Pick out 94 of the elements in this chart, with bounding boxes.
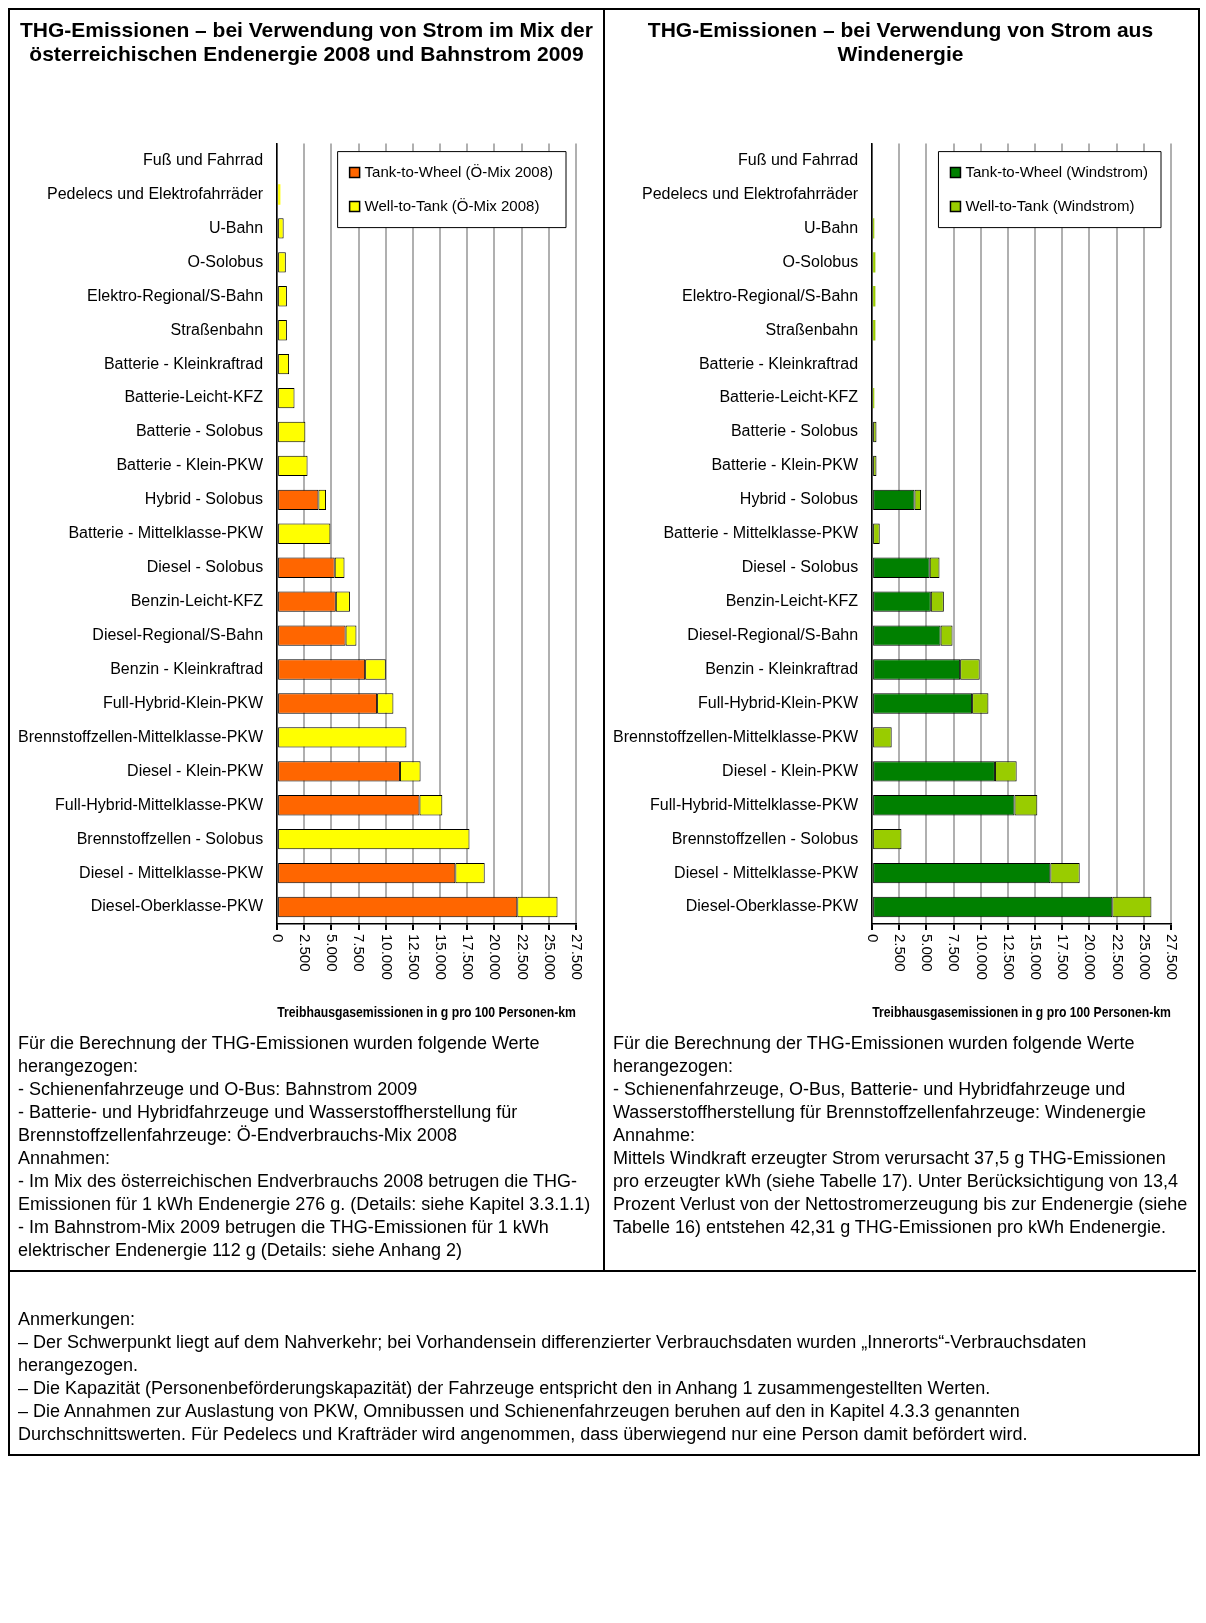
y-tick-label: Batterie - Kleinkraftrad: [103, 354, 264, 372]
text: - Im Mix des österreichischen Endverbrauchs 2008 betrugen die THG-Emissionen für 1 kWh Endenergie 276 g. (Details: siehe Kapitel 3.3.1.1): [18, 1170, 592, 1216]
x-tick-label: 7.500: [351, 934, 369, 972]
text: – Die Annahmen zur Auslastung von PKW, Omnibussen und Schienenfahrzeugen beruhen auf den in Kapitel 4.3.3 genannten Durchschnittswerten. Für Pedelecs und Krafträder wird angenommen, dass überwiegend nur eine Person damit befördert wird.: [18, 1400, 1029, 1446]
y-tick-label: Batterie-Leicht-KFZ: [124, 388, 264, 406]
y-tick-label: Elektro-Regional/S-Bahn: [682, 286, 859, 304]
text: Annahmen:: [18, 1147, 112, 1170]
x-tick-label: 2.500: [297, 934, 315, 972]
y-tick-label: Diesel - Klein-PKW: [127, 761, 265, 779]
chart-title: THG-Emissionen – bei Verwendung von Strom im Mix der österreichischen Endenergie 2008 und Bahnstrom 2009: [19, 17, 594, 67]
y-tick-label: O-Solobus: [187, 252, 264, 270]
y-tick-label: Diesel - Mittelklasse-PKW: [674, 863, 860, 881]
text: - Schienenfahrzeuge, O-Bus, Batterie- und Hybridfahrzeuge und Wasserstoffherstellung für Brennstoffzellenfahrzeuge: Windenergie: [613, 1078, 1147, 1124]
text: Mittels Windkraft erzeugter Strom verursacht 37,5 g THG-Emissionen pro erzeugter kWh (siehe Tabelle 17). Unter Berücksichtigung von 13,4 Prozent Verlust von der Nettostromerzeugung bis zur Endenergie (siehe Tabelle 16) entstehen 42,31 g THG-Emissionen pro kWh Endenergie.: [613, 1147, 1189, 1239]
legend-label: Well-to-Tank (Windstrom): [965, 196, 1135, 214]
y-tick-label: Benzin - Kleinkraftrad: [705, 659, 859, 677]
y-tick-label: Batterie - Klein-PKW: [116, 456, 265, 474]
y-tick-label: U-Bahn: [803, 218, 859, 236]
y-tick-label: U-Bahn: [208, 218, 264, 236]
text: Anmerkungen:: [18, 1308, 137, 1331]
x-tick-label: 7.500: [946, 934, 964, 972]
x-tick-label: 12.500: [1000, 934, 1018, 980]
y-tick-label: Straßenbahn: [765, 320, 859, 338]
text: - Schienenfahrzeuge und O-Bus: Bahnstrom 2009: [18, 1078, 419, 1101]
y-tick-label: Pedelecs und Elektrofahrräder: [642, 184, 859, 202]
x-tick-label: 0: [864, 934, 882, 943]
y-tick-label: Straßenbahn: [170, 320, 264, 338]
y-tick-label: Elektro-Regional/S-Bahn: [87, 286, 264, 304]
x-tick-label: 2.500: [892, 934, 910, 972]
y-tick-label: Brennstoffzellen - Solobus: [671, 829, 859, 847]
y-tick-label: Diesel - Solobus: [146, 558, 264, 576]
y-tick-label: Diesel-Regional/S-Bahn: [687, 626, 859, 643]
y-tick-label: Benzin - Kleinkraftrad: [110, 659, 264, 677]
x-tick-label: 5.000: [919, 934, 937, 972]
bar: [278, 184, 281, 205]
x-axis-title: Treibhausgasemissionen in g pro 100 Personen-km: [277, 1003, 576, 1021]
y-tick-label: Brennstoffzellen-Mittelklasse-PKW: [613, 727, 860, 745]
text: – Die Kapazität (Personenbeförderungskapazität) der Fahrzeuge entspricht den in Anhang 1 zusammengestellten Werten.: [18, 1377, 992, 1400]
y-tick-label: Batterie - Klein-PKW: [711, 456, 860, 474]
x-tick-label: 25.000: [541, 934, 559, 980]
x-tick-label: 10.000: [378, 934, 396, 980]
text: Annahme:: [613, 1124, 697, 1147]
x-tick-label: 15.000: [433, 934, 451, 980]
text: - Batterie- und Hybridfahrzeuge und Wasserstoffherstellung für Brennstoffzellenfahrzeuge: Ö-Endverbrauchs-Mix 2008: [18, 1101, 519, 1147]
y-tick-label: Benzin-Leicht-KFZ: [130, 592, 264, 610]
x-tick-label: 20.000: [487, 934, 505, 980]
y-tick-label: Diesel-Oberklasse-PKW: [685, 897, 860, 915]
x-tick-label: 12.500: [405, 934, 423, 980]
y-tick-label: Batterie - Mittelklasse-PKW: [68, 524, 265, 542]
text: - Im Bahnstrom-Mix 2009 betrugen die THG-Emissionen für 1 kWh elektrischer Endenergie 112 g (Details: siehe Anhang 2): [18, 1216, 550, 1262]
y-tick-label: Hybrid - Solobus: [144, 490, 264, 508]
x-tick-label: 15.000: [1028, 934, 1046, 980]
x-tick-label: 20.000: [1082, 934, 1100, 980]
y-tick-label: Batterie - Solobus: [730, 422, 859, 440]
x-tick-label: 17.500: [460, 934, 478, 980]
y-tick-label: Fuß und Fahrrad: [143, 150, 264, 168]
y-tick-label: Diesel - Solobus: [741, 558, 859, 576]
y-tick-label: Brennstoffzellen-Mittelklasse-PKW: [18, 727, 265, 745]
chart-title: THG-Emissionen – bei Verwendung von Strom aus Windenergie: [646, 17, 1155, 67]
y-tick-label: Fuß und Fahrrad: [738, 150, 859, 168]
x-tick-label: 17.500: [1055, 934, 1073, 980]
x-tick-label: 27.500: [568, 934, 586, 980]
y-tick-label: Batterie - Solobus: [135, 422, 264, 440]
y-tick-label: Full-Hybrid-Klein-PKW: [103, 693, 265, 711]
y-tick-label: Diesel-Oberklasse-PKW: [90, 897, 265, 915]
bar: [873, 252, 876, 273]
text: Für die Berechnung der THG-Emissionen wurden folgende Werte herangezogen:: [613, 1032, 1136, 1078]
y-tick-label: Full-Hybrid-Klein-PKW: [698, 693, 860, 711]
y-tick-label: Full-Hybrid-Mittelklasse-PKW: [650, 795, 860, 813]
y-tick-label: Batterie-Leicht-KFZ: [719, 388, 859, 406]
x-tick-label: 5.000: [324, 934, 342, 972]
x-axis-title: Treibhausgasemissionen in g pro 100 Personen-km: [872, 1003, 1171, 1021]
y-tick-label: Brennstoffzellen - Solobus: [76, 829, 264, 847]
y-tick-label: Batterie - Mittelklasse-PKW: [663, 524, 860, 542]
y-tick-label: Diesel-Regional/S-Bahn: [92, 626, 264, 643]
legend-label: Tank-to-Wheel (Windstrom): [965, 162, 1149, 180]
x-tick-label: 27.500: [1163, 934, 1181, 980]
text: – Der Schwerpunkt liegt auf dem Nahverkehr; bei Vorhandensein differenzierter Verbrauchsdaten wurden „Innerorts“-Verbrauchsdaten herangezogen.: [18, 1331, 1088, 1377]
x-tick-label: 22.500: [1109, 934, 1127, 980]
y-tick-label: Hybrid - Solobus: [739, 490, 859, 508]
legend-label: Well-to-Tank (Ö-Mix 2008): [364, 196, 540, 214]
y-tick-label: Benzin-Leicht-KFZ: [725, 592, 859, 610]
x-tick-label: 22.500: [514, 934, 532, 980]
legend-label: Tank-to-Wheel (Ö-Mix 2008): [364, 162, 553, 180]
x-tick-label: 0: [269, 934, 287, 943]
y-tick-label: Pedelecs und Elektrofahrräder: [47, 184, 264, 202]
x-tick-label: 10.000: [973, 934, 991, 980]
y-tick-label: Diesel - Mittelklasse-PKW: [79, 863, 265, 881]
y-tick-label: Diesel - Klein-PKW: [722, 761, 860, 779]
y-tick-label: Batterie - Kleinkraftrad: [698, 354, 859, 372]
x-tick-label: 25.000: [1136, 934, 1154, 980]
y-tick-label: O-Solobus: [782, 252, 859, 270]
y-tick-label: Full-Hybrid-Mittelklasse-PKW: [55, 795, 265, 813]
text: Für die Berechnung der THG-Emissionen wurden folgende Werte herangezogen:: [18, 1032, 541, 1078]
